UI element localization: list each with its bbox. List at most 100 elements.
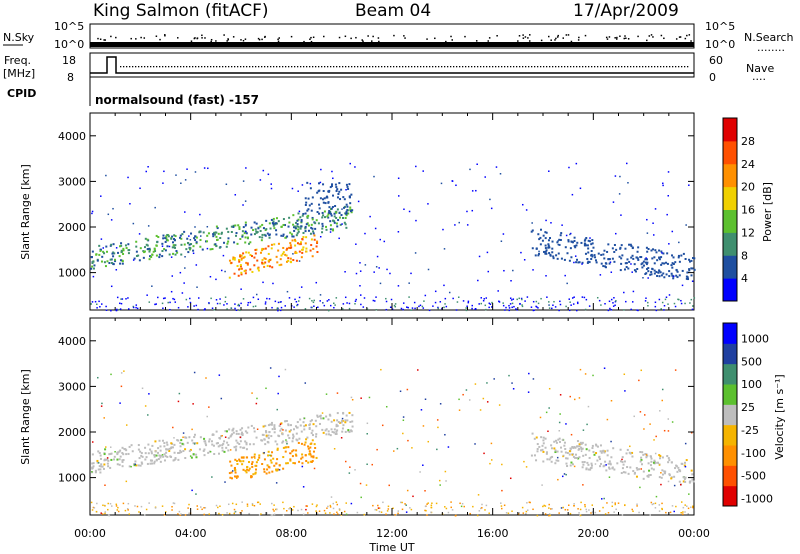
echo-point (293, 225, 296, 228)
echo-point (172, 426, 174, 429)
nsky-dot (278, 37, 281, 39)
echo-point (437, 307, 439, 310)
echo-point (270, 218, 273, 221)
nave-dot (591, 66, 593, 68)
echo-point (654, 502, 657, 505)
echo-point (159, 456, 162, 459)
echo-point (282, 501, 284, 504)
echo-point (245, 448, 248, 451)
echo-point (580, 446, 583, 449)
nave-dot (219, 66, 221, 68)
echo-point (278, 464, 281, 467)
echo-point (684, 442, 687, 445)
echo-point (155, 244, 158, 247)
echo-point (212, 235, 215, 238)
y-tick-label: 3000 (58, 380, 86, 393)
echo-point (486, 382, 488, 384)
echo-point (563, 441, 566, 444)
nave-dot (387, 66, 389, 68)
echo-point (311, 227, 314, 230)
echo-point (575, 162, 578, 165)
echo-point (261, 247, 264, 250)
echo-point (548, 503, 550, 506)
echo-point (665, 261, 668, 264)
nave-dot (567, 66, 569, 68)
echo-point (301, 462, 304, 465)
echo-point (173, 239, 176, 242)
echo-point (239, 446, 242, 449)
echo-point (630, 308, 632, 311)
echo-point (458, 221, 460, 224)
colorbar-frame (722, 117, 738, 302)
echo-point (257, 269, 260, 272)
echo-point (631, 254, 634, 257)
echo-point (145, 508, 148, 511)
echo-point (452, 297, 454, 300)
echo-point (587, 251, 590, 254)
echo-point (330, 185, 333, 188)
echo-point (141, 387, 144, 390)
echo-point (574, 453, 577, 456)
echo-point (91, 509, 94, 511)
echo-point (90, 267, 93, 270)
echo-point (250, 463, 253, 466)
echo-point (351, 425, 354, 428)
echo-point (417, 369, 419, 371)
echo-point (213, 233, 216, 236)
echo-point (104, 265, 107, 268)
echo-point (577, 448, 580, 451)
echo-point (204, 440, 207, 443)
echo-point (242, 298, 245, 300)
echo-point (547, 430, 549, 433)
echo-point (150, 459, 153, 462)
echo-point (520, 297, 523, 300)
echo-point (213, 309, 216, 311)
echo-point (331, 228, 334, 231)
echo-point (612, 201, 615, 203)
echo-point (511, 510, 513, 513)
echo-point (268, 298, 271, 300)
echo-point (583, 244, 586, 247)
echo-point (467, 300, 470, 303)
echo-point (237, 304, 239, 307)
freq-panel (89, 52, 695, 78)
echo-point (647, 304, 649, 307)
echo-point (622, 471, 625, 474)
nsky-dot (578, 36, 580, 39)
echo-point (530, 454, 533, 457)
nave-dot (630, 66, 632, 68)
echo-point (247, 304, 249, 306)
echo-point (563, 444, 566, 447)
echo-point (623, 460, 626, 463)
echo-point (336, 412, 339, 415)
echo-point (405, 504, 407, 506)
echo-point (311, 439, 314, 442)
echo-point (99, 468, 102, 471)
nsearch-dots: ........ (757, 41, 785, 54)
nave-dot (288, 66, 290, 68)
echo-point (161, 242, 164, 245)
echo-point (251, 392, 253, 394)
echo-point (251, 504, 254, 506)
echo-point (657, 271, 660, 274)
echo-point (655, 495, 658, 498)
echo-point (171, 246, 174, 249)
echo-point (127, 297, 129, 299)
echo-point (488, 302, 491, 305)
echo-point (118, 255, 121, 258)
echo-point (600, 304, 602, 306)
echo-point (267, 173, 270, 176)
echo-point (364, 264, 367, 266)
echo-point (154, 250, 157, 253)
echo-point (93, 507, 96, 509)
echo-point (375, 509, 378, 511)
echo-point (238, 260, 241, 263)
nsky-dot (652, 36, 654, 38)
echo-point (219, 298, 221, 300)
echo-point (304, 454, 307, 457)
echo-point (179, 441, 182, 444)
echo-point (271, 514, 274, 517)
echo-point (259, 229, 262, 232)
echo-point (681, 269, 684, 272)
echo-point (278, 424, 281, 427)
